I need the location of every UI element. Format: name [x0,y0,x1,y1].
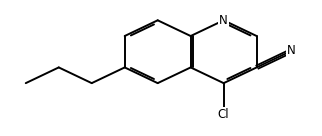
Text: N: N [287,44,296,57]
Text: Cl: Cl [218,108,230,121]
Text: N: N [219,14,228,27]
